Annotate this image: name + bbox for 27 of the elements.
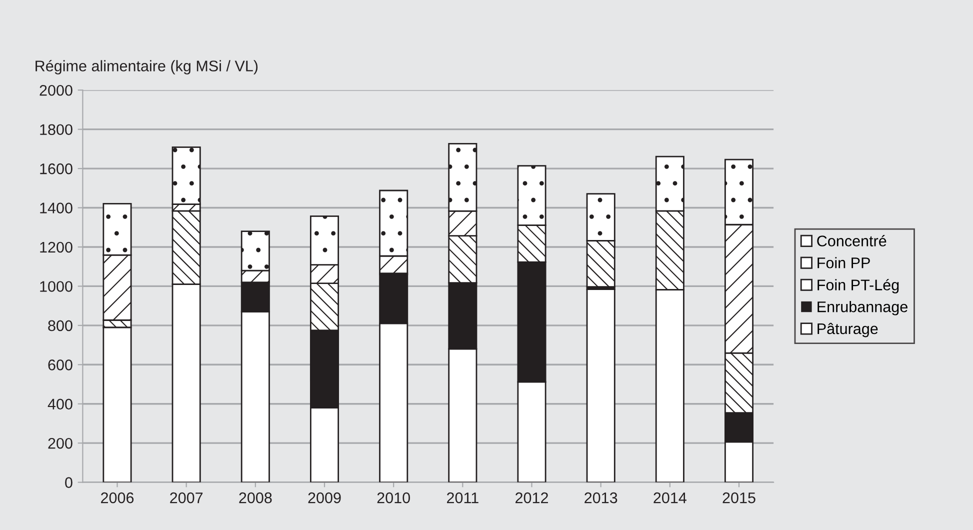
y-tick-label: 1400 — [40, 202, 72, 214]
x-tick-label: 2011 — [447, 492, 478, 504]
y-tick-label: 1200 — [40, 242, 72, 253]
y-tick-label: 0 — [65, 477, 72, 488]
x-tick-label: 2007 — [170, 492, 203, 504]
y-tick-label: 600 — [48, 360, 72, 370]
legend-label: Foin PP — [818, 257, 870, 268]
y-tick-label: 1600 — [40, 163, 72, 174]
legend-label: Foin PT-Lég — [818, 278, 899, 294]
legend-label: Pâturage — [818, 322, 878, 338]
y-axis-title: Régime alimentaire (kg MSi / VL) — [36, 60, 258, 74]
x-tick-label: 2012 — [516, 492, 548, 504]
x-tick-label: 2008 — [239, 492, 272, 504]
x-tick-label: 2009 — [308, 492, 341, 504]
x-tick-label: 2015 — [722, 492, 756, 504]
y-tick-label: 2000 — [40, 84, 72, 96]
x-tick-label: 2013 — [584, 492, 618, 504]
x-tick-label: 2010 — [377, 492, 410, 504]
y-tick-label: 200 — [48, 438, 72, 449]
legend-label: Enrubannage — [818, 301, 908, 316]
legend-label: Concentré — [817, 235, 886, 246]
x-tick-label: 2014 — [654, 492, 686, 504]
x-tick-label: 2006 — [101, 492, 134, 504]
y-tick-label: 1000 — [40, 281, 72, 292]
y-tick-label: 1800 — [40, 124, 72, 136]
y-tick-label: 800 — [48, 320, 72, 332]
y-tick-label: 400 — [48, 398, 72, 410]
